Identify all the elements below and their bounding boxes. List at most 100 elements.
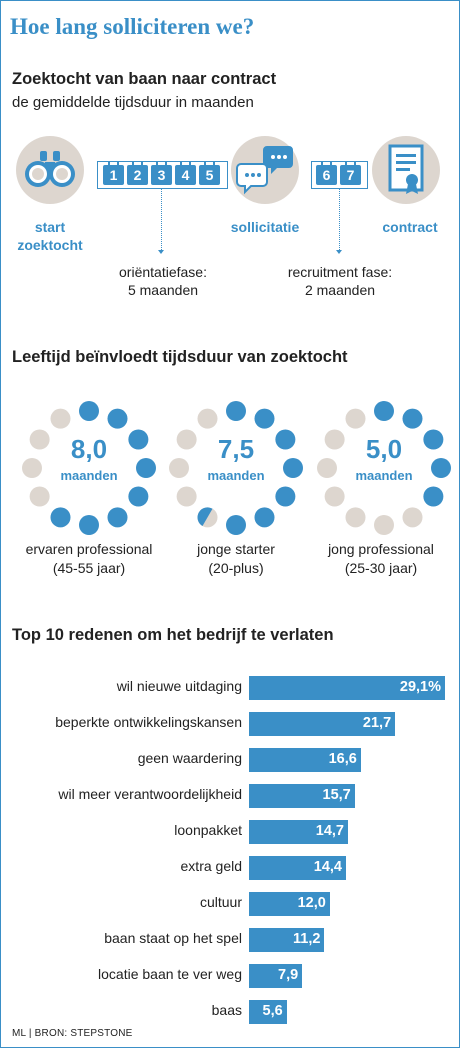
month-dot [402, 507, 423, 528]
month-dot [423, 429, 444, 450]
month-dot [197, 408, 218, 429]
step-start-line2: zoektocht [17, 237, 83, 253]
phase1-arrow [158, 250, 164, 254]
step-contract-line1: contract [382, 219, 438, 235]
calendar-icon-5: 5 [199, 161, 220, 185]
dot-ring-ervaren [22, 401, 156, 535]
speech-bubbles-icon [231, 136, 299, 204]
month-dot [29, 486, 50, 507]
month-dot [107, 408, 128, 429]
section1-subheading: de gemiddelde tijdsduur in maanden [12, 94, 254, 111]
month-7: 7 [346, 167, 355, 183]
phase2-arrow [336, 250, 342, 254]
bar-value-label: 12,0 [297, 895, 326, 911]
bar-category-label: extra geld [180, 858, 242, 874]
step-start-label: start zoektocht [10, 218, 90, 254]
month-6: 6 [322, 167, 331, 183]
month-3: 3 [157, 167, 166, 183]
calendar-icon-3: 3 [151, 161, 172, 185]
bar: 12,0 [249, 892, 330, 916]
bar-category-label: wil nieuwe uitdaging [116, 678, 242, 694]
bar: 16,6 [249, 748, 361, 772]
phase1-caption: oriëntatiefase: 5 maanden [96, 263, 230, 299]
month-dot [128, 429, 149, 450]
bar-category-label: cultuur [199, 894, 242, 910]
month-dot [128, 486, 149, 507]
bar-value-label: 14,4 [313, 859, 342, 875]
ring-unit-starter: maanden [207, 468, 265, 483]
bar-category-label: baas [211, 1002, 242, 1018]
bar-row: extra geld 14,4 [0, 856, 460, 880]
month-dot [254, 408, 275, 429]
bar: 29,1% [249, 676, 445, 700]
bar-category-label: wil meer verantwoordelijkheid [58, 786, 242, 802]
month-dot [374, 515, 394, 535]
bar-row: wil nieuwe uitdaging 29,1% [0, 676, 460, 700]
month-dot [345, 408, 366, 429]
month-dot [431, 458, 451, 478]
phase1-connector [161, 188, 162, 250]
month-dot [136, 458, 156, 478]
bar-row: geen waardering 16,6 [0, 748, 460, 772]
month-dot [374, 401, 394, 421]
bar: 11,2 [249, 928, 325, 952]
month-2: 2 [133, 167, 142, 183]
ring-value-starter: 7,5 [217, 434, 255, 464]
month-dot [50, 507, 71, 528]
step-sollicitatie-label: sollicitatie [220, 218, 310, 236]
ring-label-ervaren-line2: (45-55 jaar) [52, 560, 126, 576]
bar-category-label: beperkte ontwikkelingskansen [55, 714, 242, 730]
month-dot [275, 429, 296, 450]
ring-unit-jong-professional: maanden [355, 468, 413, 483]
ring-label-starter-line2: (20-plus) [208, 560, 264, 576]
bar-row: cultuur 12,0 [0, 892, 460, 916]
month-dot [79, 515, 99, 535]
source-credit: ML | BRON: STEPSTONE [12, 1028, 133, 1039]
calendar-icon-1: 1 [103, 161, 124, 185]
phase1-title: oriëntatiefase: [119, 264, 207, 280]
month-dot [345, 507, 366, 528]
bar-row: loonpakket 14,7 [0, 820, 460, 844]
bar: 21,7 [249, 712, 396, 736]
ring-label-ervaren-line1: ervaren professional [25, 541, 153, 557]
bar: 14,7 [249, 820, 348, 844]
month-dot [79, 401, 99, 421]
phase2-connector [339, 188, 340, 250]
ring-unit-ervaren: maanden [60, 468, 118, 483]
bar-value-label: 7,9 [278, 967, 299, 983]
page-title: Hoe lang solliciteren we? [10, 14, 255, 39]
month-dot [50, 408, 71, 429]
month-1: 1 [109, 167, 118, 183]
ring-jonge-starter: 7,5 maanden [166, 398, 306, 538]
bar-row: locatie baan te ver weg 7,9 [0, 964, 460, 988]
dot-ring-starter [169, 401, 303, 535]
month-5: 5 [205, 167, 214, 183]
phase2-caption: recruitment fase: 2 maanden [270, 263, 410, 299]
month-dot [169, 458, 189, 478]
month-dot-partial [197, 507, 213, 527]
ring-label-jong-professional-line1: jong professional [328, 541, 434, 557]
phase2-title: recruitment fase: [287, 264, 393, 280]
certificate-icon [372, 136, 440, 204]
ring-label-ervaren: ervaren professional (45-55 jaar) [4, 540, 174, 578]
section2-heading: Leeftijd beïnvloedt tijdsduur van zoekto… [12, 348, 348, 366]
month-dot [176, 429, 197, 450]
month-dot [402, 408, 423, 429]
step-sollicitatie-line1: sollicitatie [230, 219, 300, 235]
phase1-duration: 5 maanden [127, 282, 199, 298]
bar-value-label: 15,7 [322, 787, 351, 803]
month-dot [283, 458, 303, 478]
bar-category-label: baan staat op het spel [104, 930, 242, 946]
bar: 5,6 [249, 1000, 287, 1024]
bar-row: baas 5,6 [0, 1000, 460, 1024]
month-dot [275, 486, 296, 507]
step-contract-label: contract [366, 218, 454, 236]
bar-category-label: loonpakket [174, 822, 242, 838]
month-dot [324, 486, 345, 507]
section1-heading: Zoektocht van baan naar contract [12, 70, 277, 88]
bar-value-label: 5,6 [262, 1003, 283, 1019]
ring-label-jong-professional-line2: (25-30 jaar) [344, 560, 418, 576]
ring-jong-professional: 5,0 maanden [314, 398, 454, 538]
bar-value-label: 16,6 [328, 751, 357, 767]
ring-label-starter: jonge starter (20-plus) [156, 540, 316, 578]
